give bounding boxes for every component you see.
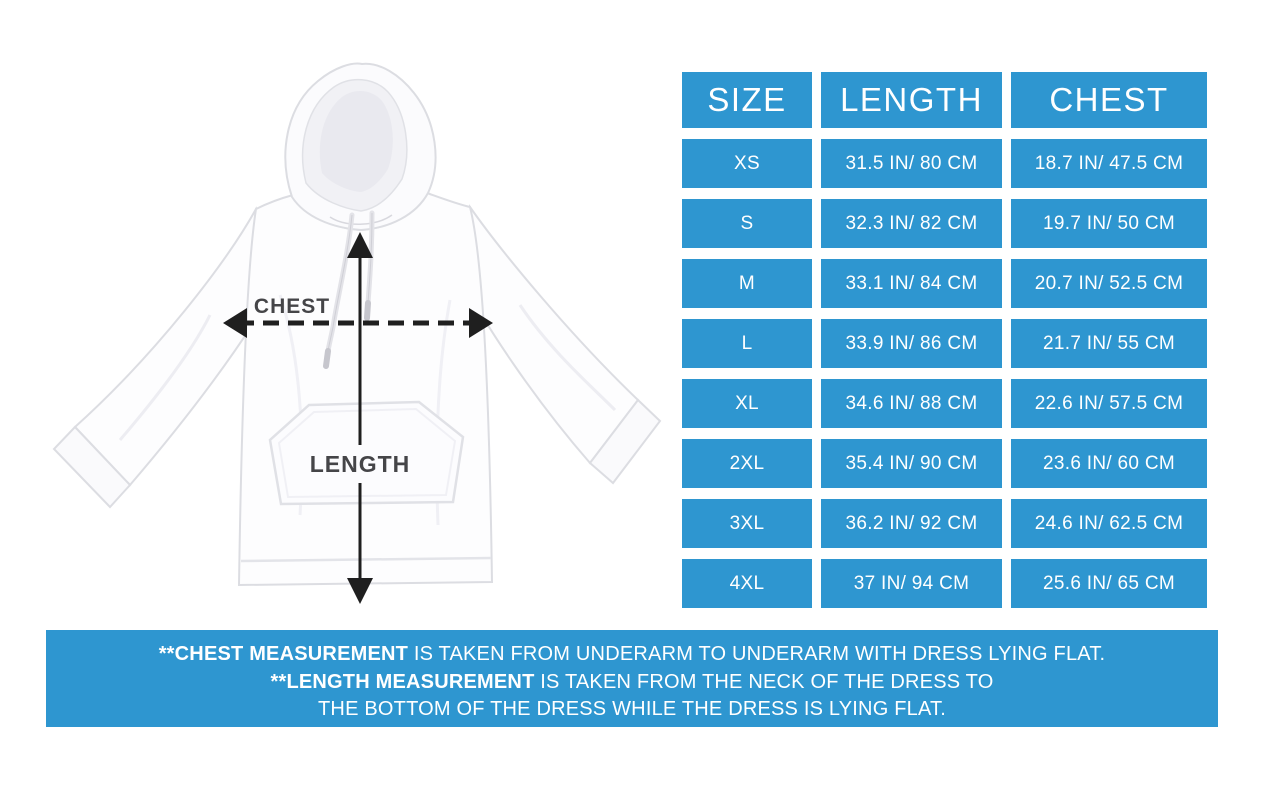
hoodie-diagram: CHEST LENGTH — [52, 62, 662, 604]
size-cell: XL — [682, 379, 812, 428]
column-header-size: SIZE — [682, 72, 812, 128]
chest-label: CHEST — [254, 295, 330, 318]
column-header-length: LENGTH — [821, 72, 1002, 128]
length-note: **LENGTH MEASUREMENT IS TAKEN FROM THE N… — [46, 669, 1218, 697]
kangaroo-pocket — [268, 400, 465, 506]
chest-measurement-arrow: CHEST — [223, 295, 493, 338]
chest-note-rest: IS TAKEN FROM UNDERARM TO UNDERARM WITH … — [408, 643, 1106, 665]
chest-cell: 21.7 IN/ 55 CM — [1011, 319, 1207, 368]
chest-arrowhead-right-icon — [469, 308, 493, 338]
chest-note: **CHEST MEASUREMENT IS TAKEN FROM UNDERA… — [46, 641, 1218, 669]
length-cell: 31.5 IN/ 80 CM — [821, 139, 1002, 188]
column-header-chest: CHEST — [1011, 72, 1207, 128]
size-cell: L — [682, 319, 812, 368]
length-cell: 33.1 IN/ 84 CM — [821, 259, 1002, 308]
length-cell: 36.2 IN/ 92 CM — [821, 499, 1002, 548]
size-table: SIZE LENGTH CHEST XS 31.5 IN/ 80 CM 18.7… — [682, 72, 1207, 608]
drawstrings — [323, 210, 375, 369]
chest-cell: 25.6 IN/ 65 CM — [1011, 559, 1207, 608]
size-cell: XS — [682, 139, 812, 188]
length-arrowhead-down-icon — [347, 578, 373, 604]
chest-cell: 23.6 IN/ 60 CM — [1011, 439, 1207, 488]
length-note-bold: **LENGTH MEASUREMENT — [270, 670, 535, 693]
length-cell: 35.4 IN/ 90 CM — [821, 439, 1002, 488]
size-cell: 4XL — [682, 559, 812, 608]
chest-note-bold: **CHEST MEASUREMENT — [158, 643, 409, 665]
length-note-continued: THE BOTTOM OF THE DRESS WHILE THE DRESS … — [318, 698, 946, 720]
size-cell: S — [682, 199, 812, 248]
length-label: LENGTH — [310, 451, 411, 477]
chest-arrowhead-left-icon — [223, 308, 247, 338]
chest-cell: 22.6 IN/ 57.5 CM — [1011, 379, 1207, 428]
hood — [284, 62, 437, 232]
chest-cell: 20.7 IN/ 52.5 CM — [1011, 259, 1207, 308]
measurement-notes-banner: **CHEST MEASUREMENT IS TAKEN FROM UNDERA… — [46, 630, 1218, 727]
length-note-rest: IS TAKEN FROM THE NECK OF THE DRESS TO — [534, 670, 994, 693]
chest-cell: 24.6 IN/ 62.5 CM — [1011, 499, 1207, 548]
length-cell: 37 IN/ 94 CM — [821, 559, 1002, 608]
chest-cell: 19.7 IN/ 50 CM — [1011, 199, 1207, 248]
length-arrowhead-up-icon — [347, 232, 373, 258]
length-cell: 32.3 IN/ 82 CM — [821, 199, 1002, 248]
size-cell: M — [682, 259, 812, 308]
size-cell: 3XL — [682, 499, 812, 548]
length-cell: 33.9 IN/ 86 CM — [821, 319, 1002, 368]
length-measurement-arrow: LENGTH — [310, 232, 411, 604]
length-cell: 34.6 IN/ 88 CM — [821, 379, 1002, 428]
chest-cell: 18.7 IN/ 47.5 CM — [1011, 139, 1207, 188]
size-cell: 2XL — [682, 439, 812, 488]
right-sleeve — [460, 204, 662, 485]
